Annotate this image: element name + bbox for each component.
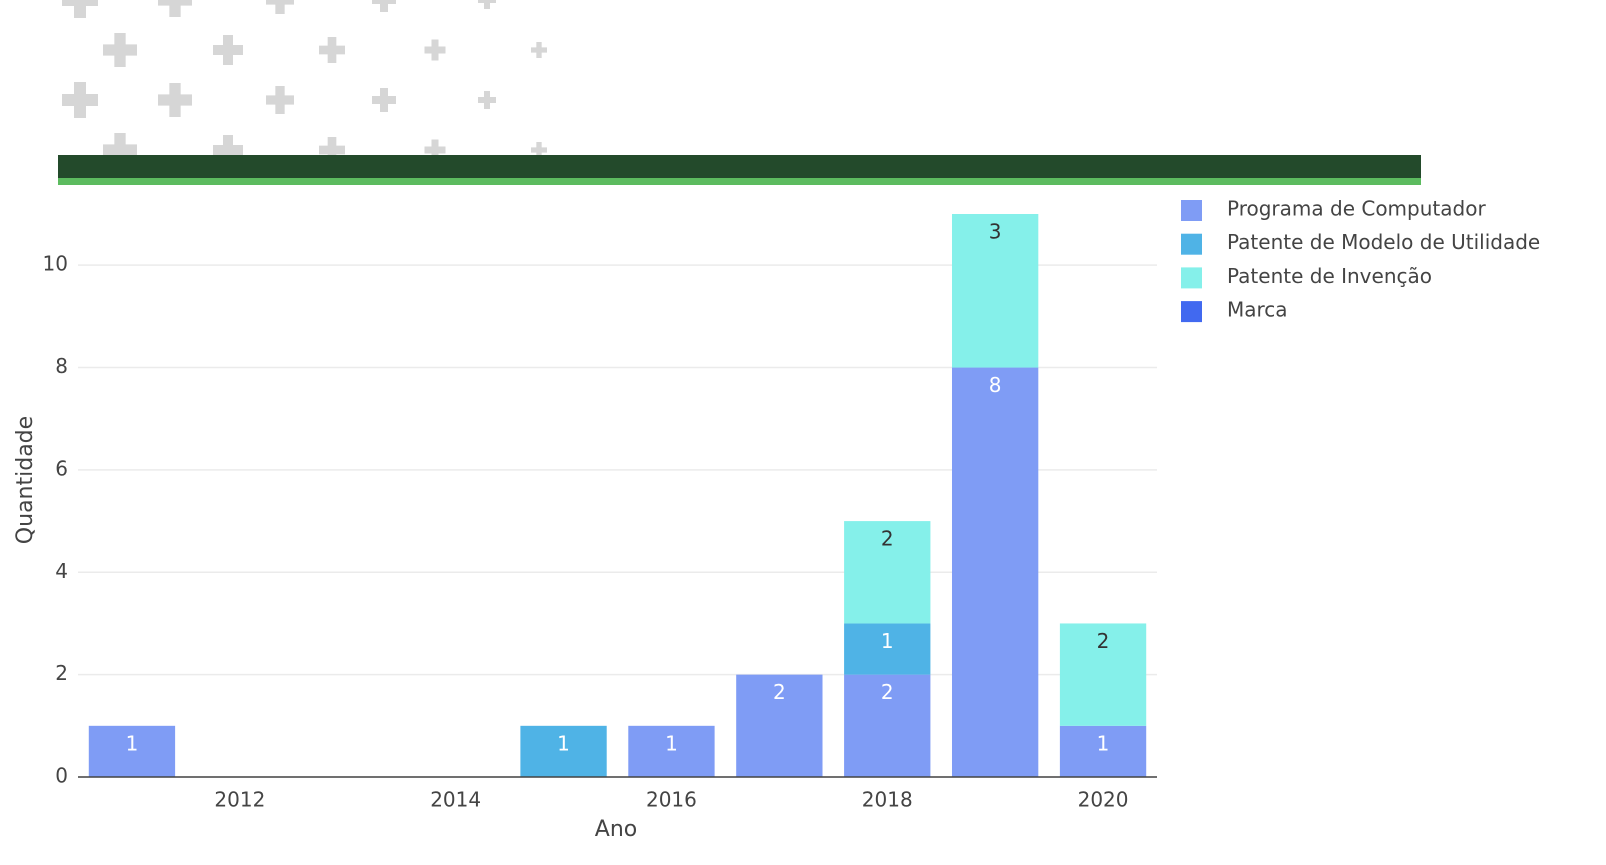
bar-value-label: 1: [557, 731, 570, 755]
bar: [1059, 623, 1147, 726]
y-tick-label: 6: [55, 456, 68, 480]
legend-swatch: [1181, 200, 1202, 221]
bar-value-label: 8: [989, 373, 1002, 397]
bar-value-label: 1: [126, 731, 139, 755]
legend-swatch: [1181, 233, 1202, 255]
cross: [372, 88, 396, 112]
bar: [844, 521, 931, 624]
bar: [951, 367, 1039, 777]
bar-value-label: 2: [1097, 629, 1110, 653]
bar: [736, 674, 823, 777]
x-tick-label: 2020: [1078, 788, 1129, 812]
cross: [62, 82, 98, 118]
bar: [628, 725, 715, 777]
cross: [266, 0, 294, 14]
bar-value-label: 1: [881, 629, 894, 653]
cross: [372, 0, 396, 12]
bar: [1059, 725, 1147, 777]
legend-label: Patente de Invenção: [1227, 264, 1432, 288]
bar-value-label: 2: [773, 680, 786, 704]
x-tick-label: 2018: [862, 788, 913, 812]
bar-value-label: 3: [989, 220, 1002, 244]
cross: [62, 0, 98, 18]
x-tick-label: 2012: [214, 788, 265, 812]
legend-label: Marca: [1227, 298, 1288, 322]
bar: [844, 674, 931, 777]
bar: [520, 725, 607, 777]
y-axis-title: Quantidade: [13, 416, 38, 544]
cross: [319, 37, 345, 64]
x-tick-label: 2014: [430, 788, 481, 812]
cross: [531, 142, 547, 155]
header-pattern: [62, 0, 547, 155]
bar-value-label: 2: [881, 680, 894, 704]
cross: [213, 135, 243, 155]
bar: [88, 725, 176, 777]
cross: [424, 139, 446, 155]
y-tick-label: 10: [43, 252, 68, 276]
bar-value-label: 1: [665, 731, 678, 755]
cross: [424, 39, 446, 61]
cross: [531, 42, 547, 58]
cross: [319, 137, 345, 155]
cross: [102, 33, 137, 67]
bar-value-label: 1: [1097, 731, 1110, 755]
legend-label: Patente de Modelo de Utilidade: [1227, 230, 1540, 254]
bar: [844, 623, 931, 675]
legend-swatch: [1181, 267, 1202, 289]
header-stripe: [58, 178, 1421, 185]
x-axis-title: Ano: [595, 817, 637, 842]
cross: [478, 0, 496, 9]
cross: [266, 86, 295, 115]
bar: [951, 214, 1039, 368]
cross: [478, 91, 496, 109]
bar-value-label: 2: [881, 527, 894, 551]
y-tick-label: 8: [55, 354, 68, 378]
x-tick-label: 2016: [646, 788, 697, 812]
legend-label: Programa de Computador: [1227, 197, 1486, 221]
cross: [213, 35, 243, 65]
legend-swatch: [1181, 301, 1202, 323]
y-tick-label: 0: [55, 764, 68, 788]
cross: [158, 0, 192, 17]
y-tick-label: 2: [55, 661, 68, 685]
cross: [103, 133, 137, 155]
cross: [158, 83, 192, 118]
y-tick-label: 4: [55, 559, 68, 583]
header-band: [58, 155, 1421, 178]
